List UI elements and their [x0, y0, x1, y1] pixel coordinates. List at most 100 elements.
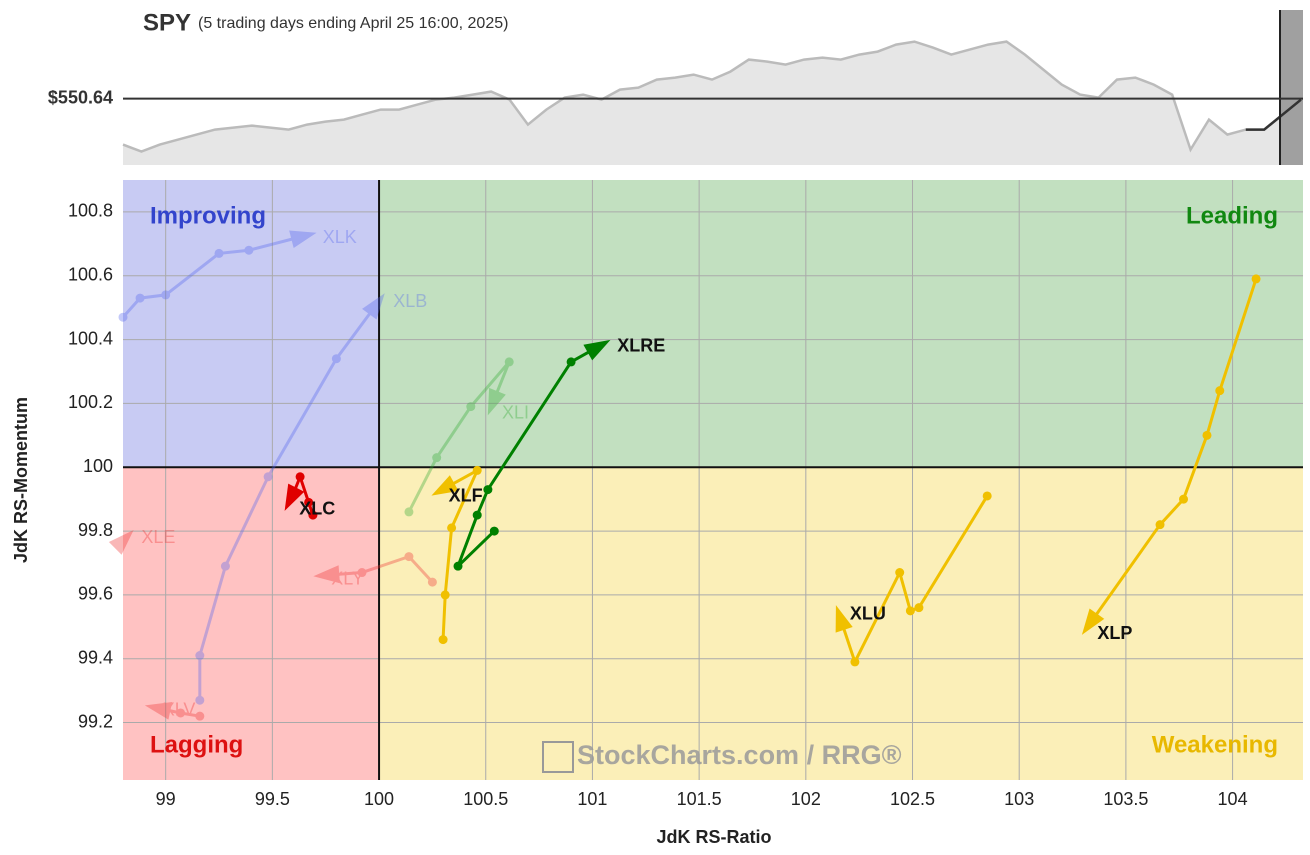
arrow-head [144, 701, 173, 720]
series-label: XLF [449, 486, 483, 506]
series-label: XLRE [617, 336, 665, 356]
price-panel: $550.64 [48, 10, 1303, 165]
x-tick-label: 101.5 [677, 789, 722, 809]
trail-point [295, 472, 305, 482]
arrow-head [431, 475, 459, 496]
arrow-head [108, 530, 134, 555]
reference-label: $550.64 [48, 87, 113, 107]
quadrant-label: Leading [1186, 202, 1278, 229]
series: XLV [144, 699, 205, 721]
trail-point [472, 465, 482, 475]
series: XLF [431, 465, 483, 645]
series: XLRE [453, 336, 665, 571]
series: XLC [284, 472, 335, 520]
trail [121, 533, 131, 542]
series-label: XLC [299, 498, 335, 518]
series: XLI [404, 357, 529, 517]
trail-point [440, 590, 450, 600]
x-axis-label: JdK RS-Ratio [656, 827, 771, 847]
y-axis-label: JdK RS-Momentum [11, 397, 31, 563]
arrow-head [1081, 608, 1105, 635]
series: XLP [1081, 274, 1261, 643]
y-tick-label: 100.8 [68, 201, 113, 221]
arrow-head [362, 293, 385, 320]
arrow-head [835, 605, 853, 633]
trail-point [432, 453, 442, 463]
trail-point [244, 245, 254, 255]
arrow-head [313, 565, 340, 584]
trail-point [1155, 520, 1165, 530]
x-tick-label: 102 [791, 789, 821, 809]
trail-point [195, 711, 205, 721]
y-tick-label: 99.2 [78, 711, 113, 731]
series-label: XLV [163, 699, 196, 719]
series-label: XLY [331, 568, 364, 588]
trail-point [466, 402, 476, 412]
price-area [123, 41, 1301, 165]
quadrant-label: Improving [150, 202, 266, 229]
trail-point [220, 561, 230, 571]
y-tick-label: 100.2 [68, 392, 113, 412]
y-tick-label: 100.6 [68, 264, 113, 284]
series: XLU [835, 491, 992, 667]
series-label: XLK [323, 227, 357, 247]
trail-point [905, 606, 915, 616]
series-label: XLB [393, 291, 427, 311]
trail-point [1215, 386, 1225, 396]
trail [319, 554, 434, 584]
trail-point [214, 248, 224, 258]
y-tick-label: 99.4 [78, 647, 113, 667]
trail-point [982, 491, 992, 501]
arrow-head [289, 230, 317, 248]
watermark: StockCharts.com / RRG® [577, 740, 902, 770]
series-label: XLE [141, 527, 175, 547]
series-label: XLP [1097, 623, 1132, 643]
trail-point [850, 657, 860, 667]
trail-point [427, 577, 437, 587]
trail [198, 297, 383, 701]
trail [121, 232, 312, 319]
trail-point [1179, 494, 1189, 504]
chart-subtitle: (5 trading days ending April 25 16:00, 2… [198, 15, 508, 32]
arrow-head [284, 483, 305, 511]
price-line [122, 40, 1302, 153]
trail-point [483, 485, 493, 495]
price-line-last-day [1245, 98, 1302, 131]
arrow-head [583, 339, 611, 361]
trail-point [118, 312, 128, 322]
trail-point [566, 357, 576, 367]
trail-point [135, 293, 145, 303]
trail [1084, 278, 1258, 631]
x-tick-label: 104 [1218, 789, 1248, 809]
trail-point [895, 568, 905, 578]
x-tick-label: 101 [577, 789, 607, 809]
trail-point [447, 523, 457, 533]
series: XLY [313, 552, 437, 588]
x-tick-label: 99 [156, 789, 176, 809]
trail-point [1251, 274, 1261, 284]
arrow-head [487, 387, 506, 416]
trail-point [1202, 430, 1212, 440]
series: XLE [108, 527, 175, 555]
trail-point [472, 510, 482, 520]
x-tick-label: 99.5 [255, 789, 290, 809]
trail-point [357, 568, 367, 578]
trail [456, 341, 606, 568]
x-tick-label: 103 [1004, 789, 1034, 809]
trail [836, 495, 989, 666]
trail-point [453, 561, 463, 571]
last-day-shade [1280, 10, 1303, 165]
trail-point [489, 526, 499, 536]
x-tick-label: 100.5 [463, 789, 508, 809]
watermark-icon [542, 741, 574, 773]
trail-point [404, 507, 414, 517]
trail-point [504, 357, 514, 367]
x-tick-label: 100 [364, 789, 394, 809]
trail-point [161, 290, 171, 300]
quadrant-1 [379, 180, 1303, 468]
x-tick-label: 102.5 [890, 789, 935, 809]
trail [407, 360, 511, 513]
series: XLK [118, 227, 357, 322]
